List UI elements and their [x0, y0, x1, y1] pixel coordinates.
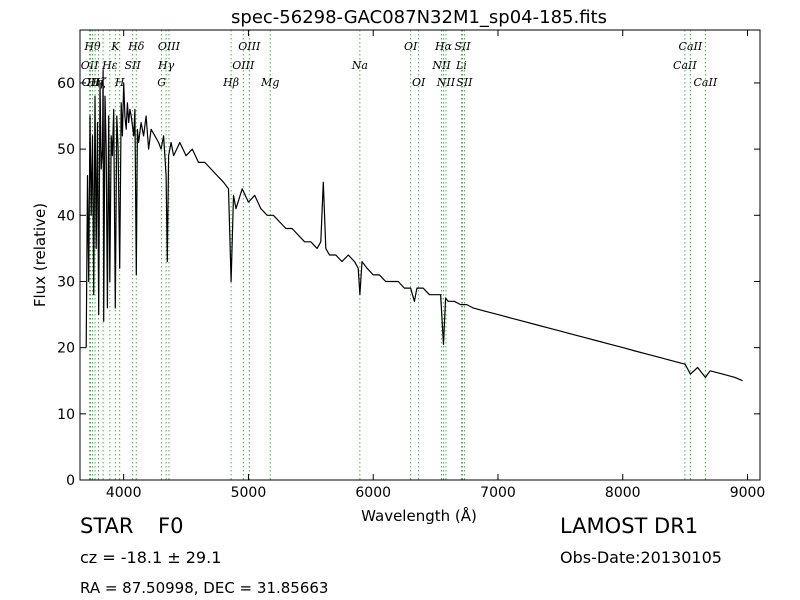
y-tick-label-5: 50: [57, 142, 75, 158]
chart-title: spec-56298-GAC087N32M1_sp04-185.fits: [231, 7, 607, 28]
y-axis-label: Flux (relative): [31, 203, 49, 307]
y-axis: 0 10 20 30 40 50 60: [57, 76, 760, 489]
survey-name: LAMOST DR1: [560, 514, 699, 538]
marker-label-19: OI: [404, 40, 418, 53]
marker-label-7: K: [110, 40, 120, 53]
spectrum-series: [85, 69, 743, 382]
marker-label-17: Mg: [260, 76, 279, 89]
coordinates: RA = 87.50998, DEC = 31.85663: [80, 579, 329, 597]
x-tick-label-2: 6000: [355, 485, 391, 501]
marker-label-12: Hγ: [157, 59, 175, 72]
marker-label-8: H: [114, 76, 125, 89]
marker-label-3: Hη: [86, 76, 104, 89]
marker-label-14: Hβ: [222, 76, 239, 89]
marker-label-25: SII: [454, 40, 471, 53]
object-subclass: F0: [158, 514, 184, 538]
y-tick-label-2: 20: [57, 341, 75, 357]
marker-label-21: NII: [431, 59, 451, 72]
marker-label-2: Hθ: [83, 40, 101, 53]
object-class: STAR: [80, 514, 134, 538]
x-tick-label-0: 4000: [106, 485, 142, 501]
marker-label-18: Na: [351, 59, 368, 72]
marker-label-9: SII: [125, 59, 142, 72]
marker-label-23: NII: [436, 76, 456, 89]
x-tick-label-4: 8000: [605, 485, 641, 501]
marker-label-11: G: [157, 76, 166, 89]
marker-label-27: CaII: [673, 59, 697, 72]
marker-label-10: Hδ: [127, 40, 145, 53]
x-axis-label: Wavelength (Å): [361, 506, 477, 525]
y-tick-label-4: 40: [57, 208, 75, 224]
marker-label-0: OII: [81, 59, 99, 72]
spectrum-line-0: [85, 69, 743, 382]
marker-label-4: Hζ: [90, 76, 108, 89]
y-tick-label-3: 30: [57, 274, 75, 290]
y-tick-label-6: 60: [57, 76, 75, 92]
marker-label-24: Li: [455, 59, 467, 72]
marker-label-16: OIII: [238, 40, 261, 53]
redshift-value: cz = -18.1 ± 29.1: [80, 548, 222, 567]
marker-label-15: OIII: [232, 59, 255, 72]
marker-label-22: Hα: [434, 40, 453, 53]
line-markers: OIIOIIHθHηHζHεKHSIIHδGHγOIIIHβOIIIOIIIMg…: [81, 30, 718, 480]
marker-label-29: CaII: [694, 76, 718, 89]
observation-date: Obs-Date:20130105: [560, 548, 722, 567]
marker-label-26: SII: [456, 76, 473, 89]
x-tick-label-5: 9000: [730, 485, 766, 501]
plot-frame: [79, 29, 761, 481]
marker-label-20: OI: [412, 76, 426, 89]
x-tick-label-1: 5000: [231, 485, 267, 501]
y-tick-label-0: 0: [66, 473, 75, 489]
x-tick-label-3: 7000: [480, 485, 516, 501]
y-tick-label-1: 10: [57, 407, 75, 423]
x-axis: 4000 5000 6000 7000 8000 9000: [106, 30, 765, 501]
marker-label-28: CaII: [679, 40, 703, 53]
marker-label-6: Hε: [101, 59, 118, 72]
marker-label-13: OIII: [158, 40, 181, 53]
